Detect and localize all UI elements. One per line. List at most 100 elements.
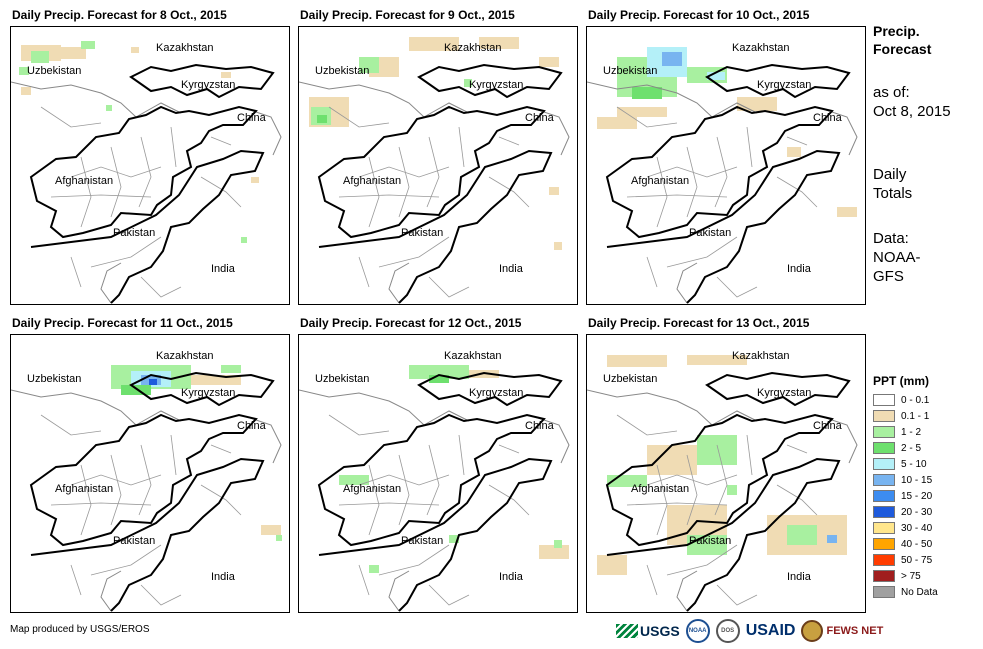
province-boundary bbox=[90, 544, 162, 576]
province-boundary bbox=[378, 236, 450, 268]
country-label-uzbekistan: Uzbekistan bbox=[27, 65, 82, 77]
country-label-india: India bbox=[211, 263, 235, 275]
usgs-mark-icon bbox=[616, 624, 638, 638]
province-boundary bbox=[328, 414, 390, 436]
fews-logo-text: FEWS NET bbox=[826, 625, 884, 637]
country-border bbox=[299, 389, 570, 612]
precip-cell bbox=[597, 555, 627, 575]
forecast-map: Kazakhstan Uzbekistan Kyrgyzstan China Afgha… bbox=[586, 26, 866, 305]
data-source-line: Data: bbox=[873, 230, 909, 247]
panel-title: Daily Precip. Forecast for 12 Oct., 2015 bbox=[300, 316, 522, 330]
precip-cell bbox=[121, 385, 151, 395]
pakistan-outline bbox=[30, 149, 265, 304]
legend-swatch bbox=[873, 538, 895, 550]
province-boundary bbox=[70, 474, 162, 486]
precip-cell bbox=[359, 57, 379, 73]
precip-cell bbox=[221, 72, 231, 78]
map-svg bbox=[299, 37, 570, 304]
kyrgyzstan-outline bbox=[705, 371, 851, 407]
province-boundary bbox=[398, 146, 410, 218]
noaa-logo: NOAA bbox=[685, 619, 710, 643]
province-boundary bbox=[140, 584, 182, 606]
legend-label: 0 - 0.1 bbox=[901, 394, 930, 406]
legend-label: 2 - 5 bbox=[901, 442, 922, 454]
legend-swatch bbox=[873, 394, 895, 406]
legend-item: No Data bbox=[873, 584, 978, 600]
ppt-legend: PPT (mm) 0 - 0.1 0.1 - 1 1 - 2 2 - 5 5 - 10 1… bbox=[873, 374, 978, 600]
province-boundary bbox=[368, 464, 380, 536]
forecast-map: Kazakhstan Uzbekistan Kyrgyzstan China Afgha… bbox=[10, 26, 290, 305]
country-label-uzbekistan: Uzbekistan bbox=[315, 373, 370, 385]
province-boundary bbox=[498, 136, 520, 146]
precip-cell bbox=[554, 242, 562, 250]
noaa-logo-text: NOAA bbox=[688, 628, 707, 634]
country-label-kazakhstan: Kazakhstan bbox=[156, 42, 214, 54]
fews-globe-icon bbox=[801, 620, 824, 642]
as-of-date: as of: Oct 8, 2015 bbox=[873, 83, 978, 121]
country-label-uzbekistan: Uzbekistan bbox=[27, 373, 82, 385]
precip-cell bbox=[241, 237, 247, 243]
map-svg bbox=[11, 365, 282, 612]
afghanistan-outline bbox=[29, 413, 258, 547]
legend-label: 15 - 20 bbox=[901, 490, 933, 502]
province-boundary bbox=[378, 544, 450, 576]
precip-cell bbox=[662, 52, 682, 66]
forecast-map: Kazakhstan Uzbekistan Kyrgyzstan China Afgha… bbox=[10, 334, 290, 613]
precip-cell bbox=[617, 107, 667, 117]
province-boundary bbox=[328, 106, 390, 128]
precip-cell bbox=[251, 177, 259, 183]
precip-cell bbox=[727, 485, 737, 495]
country-label-pakistan: Pakistan bbox=[689, 227, 732, 239]
legend-item: 40 - 50 bbox=[873, 536, 978, 552]
province-boundary bbox=[110, 146, 122, 218]
map-svg bbox=[11, 41, 282, 304]
precip-cell bbox=[31, 51, 49, 63]
sidebar-title-line: Forecast bbox=[873, 41, 932, 57]
legend-swatch bbox=[873, 490, 895, 502]
sidebar-title-line: Precip. bbox=[873, 23, 920, 39]
province-boundary bbox=[428, 276, 470, 298]
country-label-afghanistan: Afghanistan bbox=[55, 175, 114, 187]
map-svg bbox=[587, 355, 858, 612]
province-boundary bbox=[656, 464, 668, 536]
province-boundary bbox=[616, 106, 678, 128]
country-border bbox=[587, 389, 858, 612]
country-label-kazakhstan: Kazakhstan bbox=[732, 42, 790, 54]
country-label-kyrgyzstan: Kyrgyzstan bbox=[757, 387, 812, 399]
legend-title: PPT (mm) bbox=[873, 374, 930, 388]
precip-cell bbox=[697, 435, 737, 465]
province-boundary bbox=[110, 454, 122, 526]
forecast-map: Kazakhstan Uzbekistan Kyrgyzstan China Afgha… bbox=[298, 26, 578, 305]
legend-label: 40 - 50 bbox=[901, 538, 933, 550]
country-label-pakistan: Pakistan bbox=[401, 227, 444, 239]
kyrgyzstan-outline bbox=[705, 63, 851, 99]
forecast-map: Kazakhstan Uzbekistan Kyrgyzstan China Afgha… bbox=[586, 334, 866, 613]
country-label-kyrgyzstan: Kyrgyzstan bbox=[469, 79, 524, 91]
country-label-china: China bbox=[237, 112, 266, 124]
legend-label: 1 - 2 bbox=[901, 426, 922, 438]
precip-cell bbox=[81, 41, 95, 49]
province-boundary bbox=[338, 194, 440, 198]
province-boundary bbox=[716, 276, 758, 298]
province-boundary bbox=[358, 564, 370, 596]
legend-swatch bbox=[873, 506, 895, 518]
country-label-india: India bbox=[211, 571, 235, 583]
country-label-india: India bbox=[499, 263, 523, 275]
province-boundary bbox=[646, 474, 738, 486]
usgs-logo-text: USGS bbox=[640, 623, 680, 639]
info-sidebar: Precip. Forecast as of: Oct 8, 2015 Dail… bbox=[873, 22, 978, 286]
map-svg bbox=[299, 365, 570, 612]
legend-swatch bbox=[873, 410, 895, 422]
precip-cell bbox=[607, 355, 667, 367]
legend-label: 50 - 75 bbox=[901, 554, 933, 566]
panel-title: Daily Precip. Forecast for 9 Oct., 2015 bbox=[300, 8, 515, 22]
country-label-india: India bbox=[499, 571, 523, 583]
province-boundary bbox=[646, 564, 658, 596]
country-label-china: China bbox=[237, 420, 266, 432]
legend-swatch bbox=[873, 554, 895, 566]
legend-label: > 75 bbox=[901, 570, 921, 582]
province-boundary bbox=[40, 106, 102, 128]
legend-item: 1 - 2 bbox=[873, 424, 978, 440]
province-boundary bbox=[716, 584, 758, 606]
precip-cell bbox=[787, 147, 801, 157]
